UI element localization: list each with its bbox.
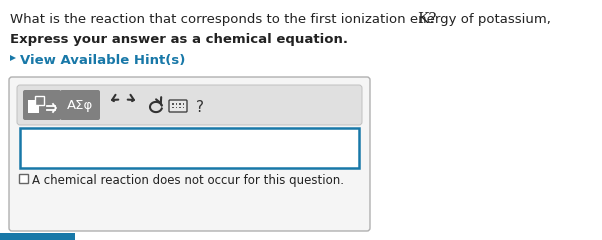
Bar <box>179 107 181 108</box>
Bar <box>182 107 184 108</box>
FancyBboxPatch shape <box>17 85 362 125</box>
Text: View Available Hint(s): View Available Hint(s) <box>20 54 185 67</box>
Text: Express your answer as a chemical equation.: Express your answer as a chemical equati… <box>10 33 348 46</box>
Text: ΑΣφ: ΑΣφ <box>67 100 93 113</box>
Bar <box>176 107 177 108</box>
Bar <box>19 174 28 183</box>
Bar <box>176 103 177 104</box>
Bar <box>172 103 173 104</box>
Bar <box>20 128 359 168</box>
FancyBboxPatch shape <box>9 77 370 231</box>
Polygon shape <box>10 55 16 61</box>
Bar <box>28 100 39 113</box>
Bar <box>179 103 181 104</box>
FancyBboxPatch shape <box>60 90 100 120</box>
Text: K?: K? <box>418 12 437 26</box>
FancyBboxPatch shape <box>23 90 61 120</box>
Bar <box>35 96 44 105</box>
Text: A chemical reaction does not occur for this question.: A chemical reaction does not occur for t… <box>32 174 344 187</box>
Bar <box>172 107 173 108</box>
FancyBboxPatch shape <box>169 100 187 112</box>
Text: ?: ? <box>196 101 204 115</box>
Bar <box>0 233 75 240</box>
Text: What is the reaction that corresponds to the first ionization energy of potassiu: What is the reaction that corresponds to… <box>10 13 555 26</box>
Bar <box>182 103 184 104</box>
